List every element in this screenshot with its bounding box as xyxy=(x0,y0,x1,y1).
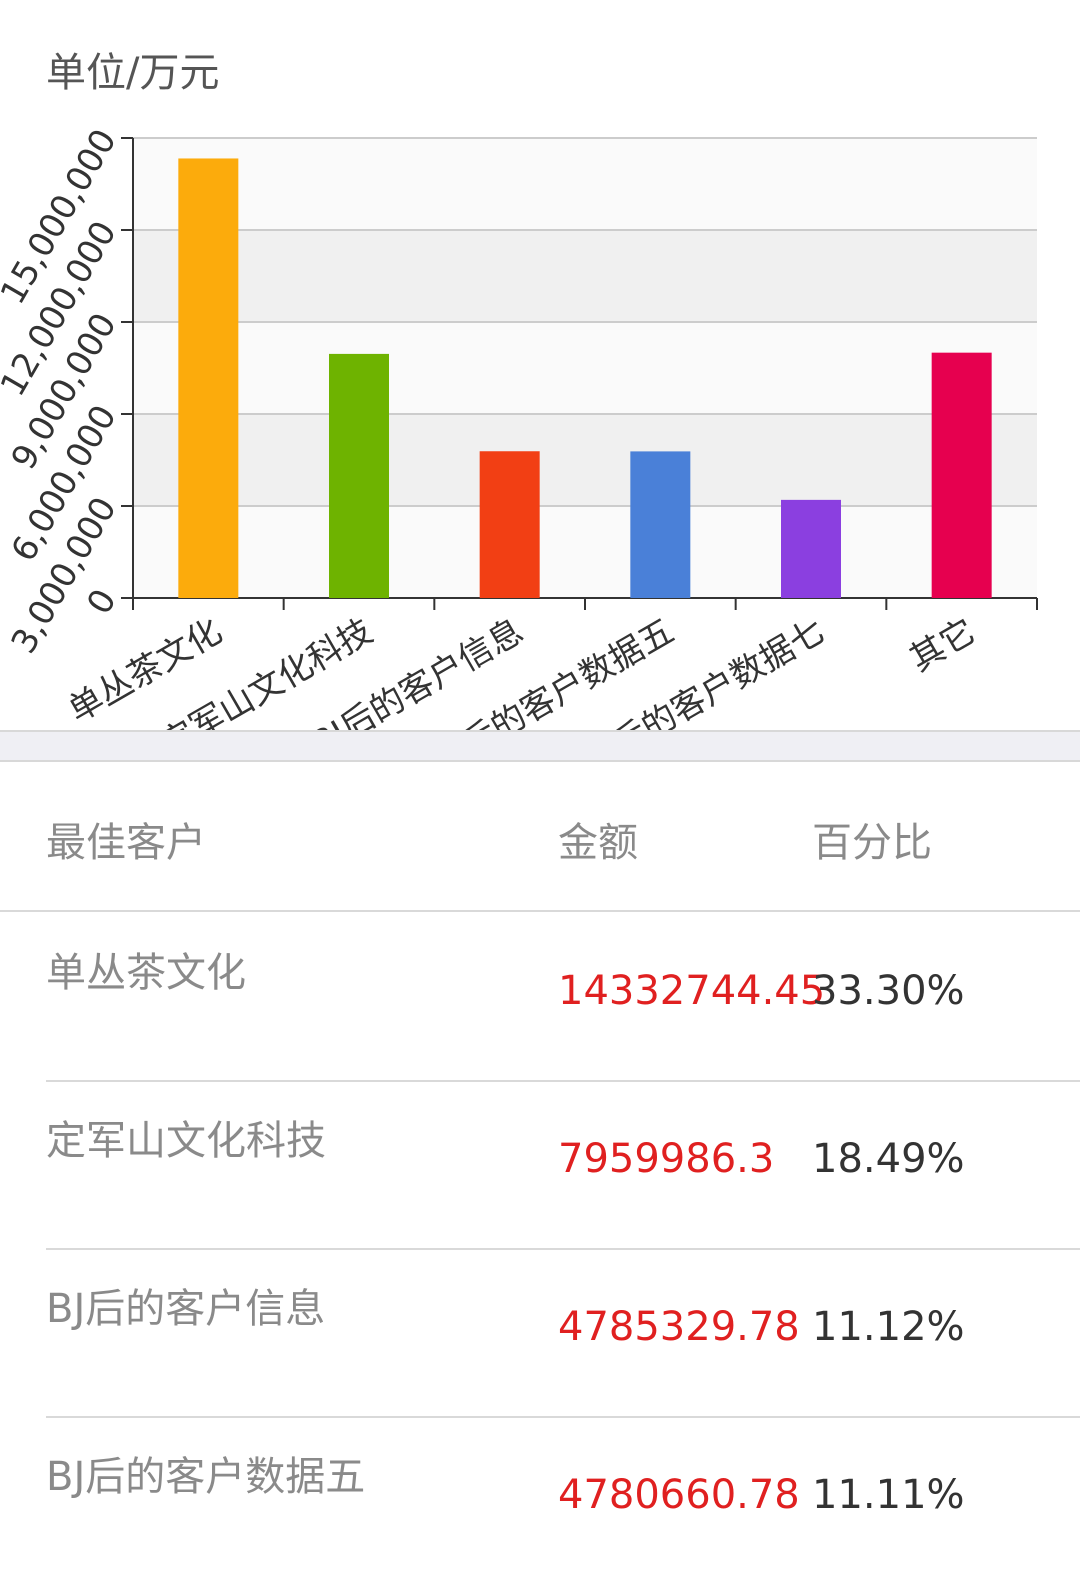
table-row[interactable]: BJ后的客户信息 4785329.78 11.12% xyxy=(0,1248,1080,1416)
customer-percent: 11.11% xyxy=(812,1472,965,1518)
header-amount: 金额 xyxy=(558,820,638,866)
bar xyxy=(630,451,691,598)
customer-name: 单丛茶文化 xyxy=(46,950,246,996)
bar xyxy=(479,451,540,598)
table-header: 最佳客户 金额 百分比 xyxy=(0,762,1080,912)
bar xyxy=(781,499,841,598)
customer-name: 定军山文化科技 xyxy=(46,1118,326,1164)
table-row[interactable]: BJ后的客户数据五 4780660.78 11.11% xyxy=(0,1416,1080,1584)
header-percent: 百分比 xyxy=(812,820,932,866)
customer-amount: 7959986.3 xyxy=(558,1136,775,1182)
customer-percent: 18.49% xyxy=(812,1136,965,1182)
customer-amount: 14332744.45 xyxy=(558,968,826,1014)
y-tick-label: 0 xyxy=(79,583,124,622)
bar xyxy=(178,158,239,598)
bar xyxy=(931,352,992,598)
table-row[interactable]: 定军山文化科技 7959986.3 18.49% xyxy=(0,1080,1080,1248)
section-divider xyxy=(0,730,1080,762)
bar-chart-svg: 03,000,0006,000,0009,000,00012,000,00015… xyxy=(0,123,1038,730)
customer-amount: 4785329.78 xyxy=(558,1304,800,1350)
chart-unit-label: 单位/万元 xyxy=(46,50,220,96)
plot-area xyxy=(133,138,1037,598)
customer-percent: 11.12% xyxy=(812,1304,965,1350)
header-customer: 最佳客户 xyxy=(46,820,206,866)
grid-band xyxy=(133,414,1037,506)
row-divider xyxy=(46,1080,1080,1082)
customer-percent: 33.30% xyxy=(812,968,965,1014)
best-customers-table: 最佳客户 金额 百分比 单丛茶文化 14332744.45 33.30% 定军山… xyxy=(0,762,1080,1584)
grid-band xyxy=(133,230,1037,322)
bar xyxy=(329,353,389,598)
customer-amount: 4780660.78 xyxy=(558,1472,800,1518)
table-row[interactable]: 单丛茶文化 14332744.45 33.30% xyxy=(0,912,1080,1080)
x-tick-label: 其它 xyxy=(903,611,982,680)
row-divider xyxy=(46,1248,1080,1250)
row-divider xyxy=(46,1416,1080,1418)
customer-name: BJ后的客户数据五 xyxy=(46,1454,366,1500)
customer-name: BJ后的客户信息 xyxy=(46,1286,326,1332)
bar-chart: 0 3,000,000 6,000,000 9,000,000 12,000,000 15… xyxy=(0,0,1080,730)
